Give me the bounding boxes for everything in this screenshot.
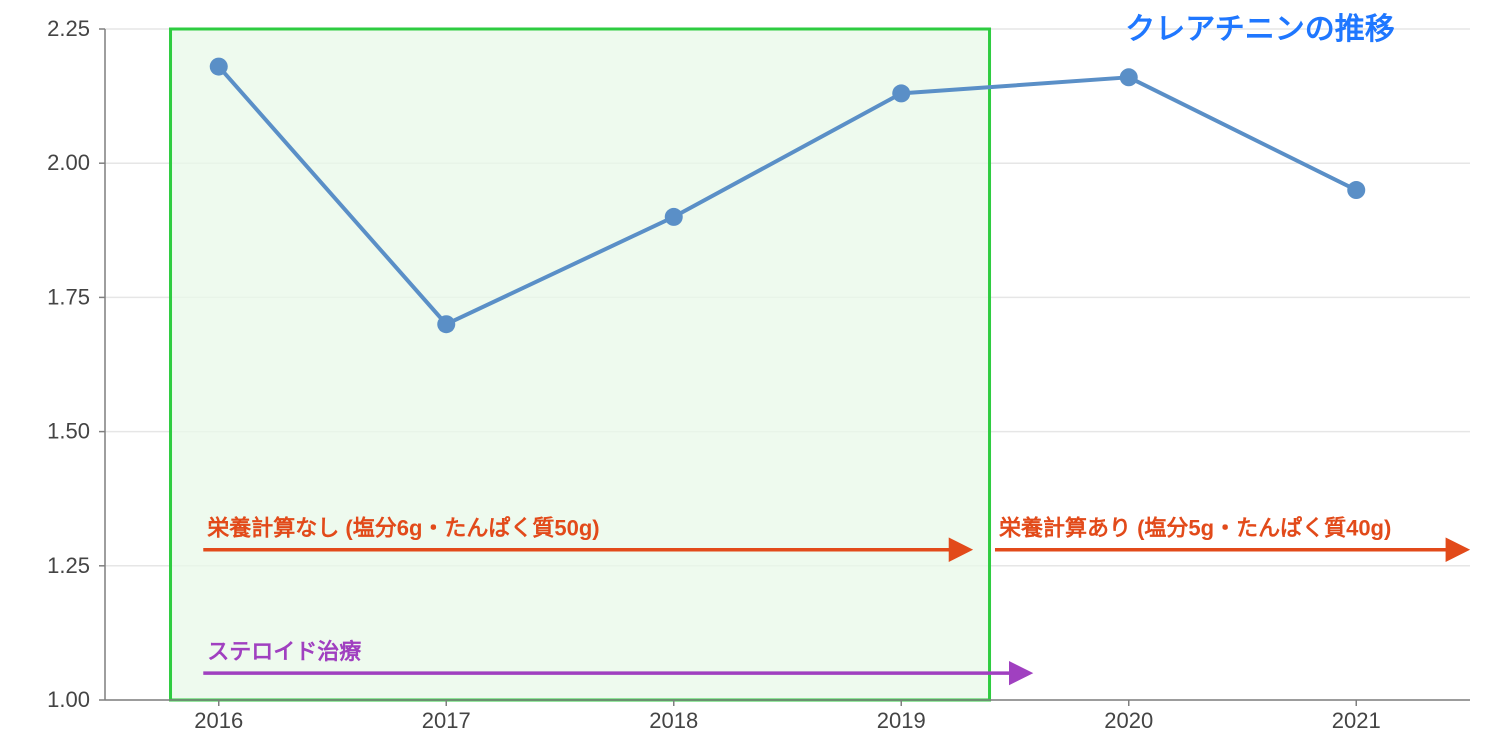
creatinine-series-marker [1120,68,1138,86]
x-tick-label: 2021 [1332,708,1381,733]
y-tick-label: 1.75 [47,284,90,309]
nutrition-none-label: 栄養計算なし (塩分6g・たんぱく質50g) [206,516,599,541]
steroid-label: ステロイド治療 [207,639,361,664]
x-tick-label: 2019 [877,708,926,733]
creatinine-series-marker [1347,181,1365,199]
creatinine-series-marker [665,208,683,226]
x-tick-label: 2018 [649,708,698,733]
y-tick-label: 1.50 [47,419,90,444]
chart-container: 1.00 1.25 1.50 1.75 2.00 2.25 2016 2017 2018 2019… [0,0,1490,744]
y-tick-label: 1.00 [47,687,90,712]
nutrition-calc-label: 栄養計算あり (塩分5g・たんぱく質40g) [998,516,1391,541]
creatinine-series-marker [892,84,910,102]
chart-title: クレアチニンの推移 [1125,13,1394,46]
line-chart: 1.00 1.25 1.50 1.75 2.00 2.25 2016 2017 2018 2019… [0,0,1490,744]
y-tick-label: 2.00 [47,150,90,175]
x-tick-label: 2016 [194,708,243,733]
creatinine-series-marker [210,58,228,76]
creatinine-series-marker [437,315,455,333]
y-tick-label: 1.25 [47,553,90,578]
y-tick-label: 2.25 [47,16,90,41]
treatment-period-highlight [171,29,990,700]
x-tick-label: 2017 [422,708,471,733]
x-tick-label: 2020 [1104,708,1153,733]
